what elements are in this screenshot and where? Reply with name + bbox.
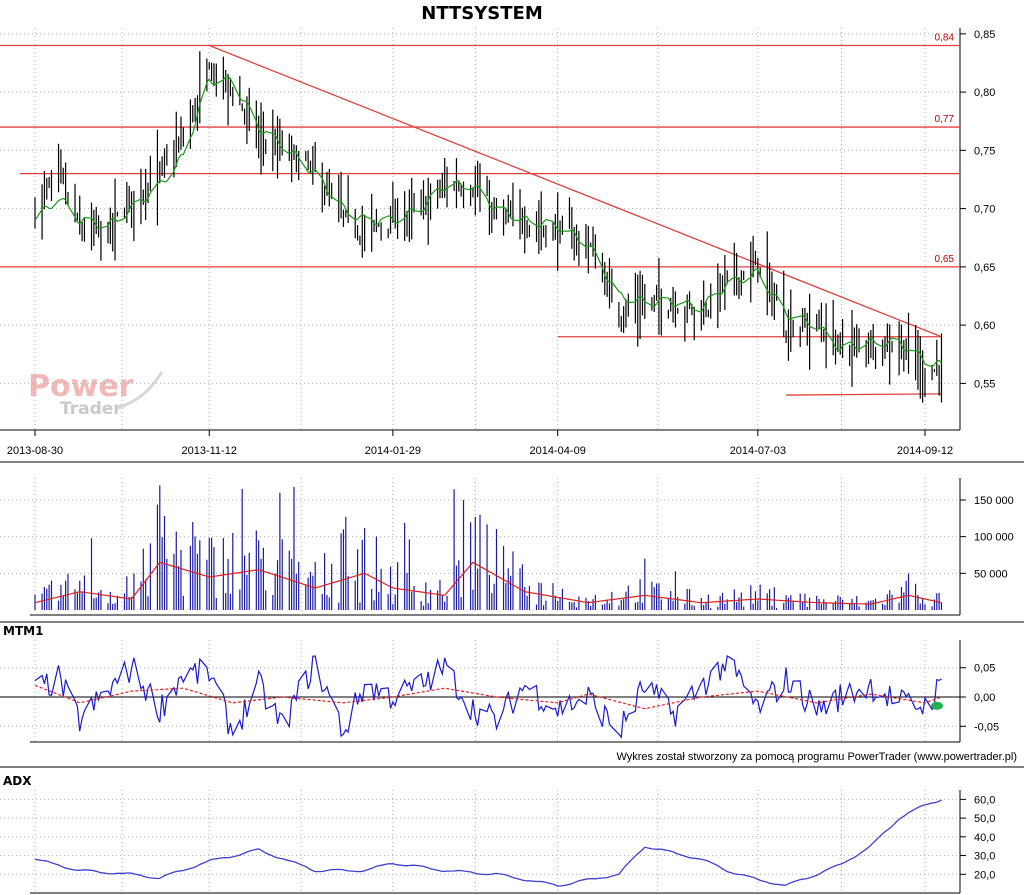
mtm-signal-line [34,684,942,710]
trend-line [208,44,942,338]
price-bars [34,51,943,403]
adx-y-ticks: 60,0 50,0 40,0 30,0 20,0 [960,794,995,881]
adx-panel: 60,0 50,0 40,0 30,0 20,0 [0,790,995,894]
watermark-line1: Power [28,369,134,404]
price-grid [0,28,960,430]
mtm-panel: 0,05 0,00 -0,05 [0,640,999,743]
credit-text: Wykres został stworzony za pomocą progra… [616,751,1017,763]
mtm-lines [34,655,943,739]
price-ytick-label-4: 0,65 [974,262,995,274]
price-ytick-label-6: 0,55 [974,378,995,390]
watermark-line2: Trader [60,399,122,419]
mtm-grid [0,640,960,742]
price-ma [34,75,942,368]
mtm-line [34,655,942,739]
level-label-0: 0,84 [935,32,955,43]
mtm-panel-label: MTM1 [3,624,43,638]
volume-panel: 150 000 100 000 50 000 [0,478,1014,616]
volume-y-ticks: 150 000 100 000 50 000 [960,495,1014,580]
price-ytick-label-0: 0,85 [974,29,995,41]
watermark: Power Trader [28,369,164,419]
price-ytick-label-5: 0,60 [974,320,995,332]
support-line-1 [786,393,942,396]
mtm-ytick-label-1: 0,00 [974,692,995,704]
price-xtick-label-3: 2014-04-09 [530,445,586,457]
price-ytick-label-1: 0,80 [974,87,995,99]
price-y-ticks: 0,85 0,80 0,75 0,70 0,65 0,60 0,55 [960,29,995,390]
adx-line-path [34,799,942,887]
level-label-1: 0,77 [935,114,955,125]
mtm-y-ticks: 0,05 0,00 -0,05 [960,663,999,733]
price-xtick-label-2: 2014-01-29 [365,445,421,457]
price-x-ticks: 2013-08-30 2013-11-12 2014-01-29 2014-04-09… [7,430,953,457]
volume-ma-line [34,561,942,605]
chart-title: NTTSYSTEM [421,3,542,24]
level-label-3: 0,65 [935,254,955,265]
adx-line [34,799,942,887]
adx-ytick-label-1: 50,0 [974,813,995,825]
price-xtick-label-5: 2014-09-12 [897,445,953,457]
watermark-swoosh-icon [117,371,164,410]
volume-bars [34,485,943,610]
price-ma-line [34,75,942,368]
vol-ytick-label-2: 50 000 [974,568,1008,580]
vol-ytick-label-0: 150 000 [974,495,1014,507]
price-xtick-label-0: 2013-08-30 [7,445,63,457]
vol-ytick-label-1: 100 000 [974,532,1014,544]
price-panel: 0,84 0,77 0,65 0,85 0,80 0,75 0,70 0,65 0,60 0,5… [0,28,995,457]
mtm-ytick-label-0: 0,05 [974,663,995,675]
mtm-ytick-label-2: -0,05 [974,721,999,733]
price-xtick-label-1: 2013-11-12 [182,445,237,457]
mtm-marker [931,701,943,710]
price-xtick-label-4: 2014-07-03 [730,445,786,457]
adx-ytick-label-2: 40,0 [974,832,995,844]
adx-ytick-label-0: 60,0 [974,794,995,806]
price-levels: 0,84 0,77 0,65 [0,32,960,396]
volume-ma [34,561,942,605]
price-ytick-label-2: 0,75 [974,145,995,157]
adx-ytick-label-4: 20,0 [974,869,995,881]
price-ytick-label-3: 0,70 [974,204,995,216]
adx-panel-label: ADX [3,774,32,788]
adx-ytick-label-3: 30,0 [974,851,995,863]
